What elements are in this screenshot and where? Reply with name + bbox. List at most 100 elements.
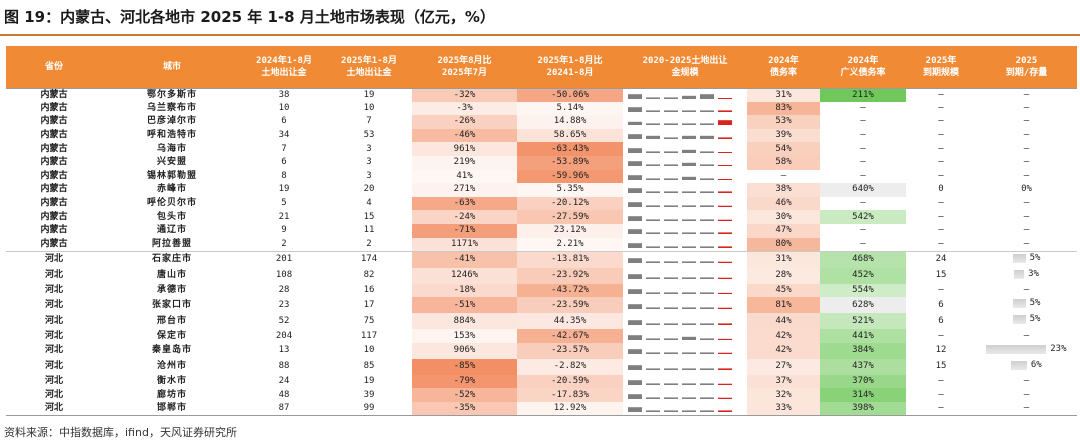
cell-province: 河北 <box>44 284 63 295</box>
sparkline-bar <box>628 349 642 355</box>
sparkline-bar <box>664 383 678 386</box>
sparkline-2025-bar <box>718 323 732 325</box>
sparkline-2025-bar <box>718 110 732 112</box>
sparkline <box>628 107 732 112</box>
cell-yoy-change: 23.12% <box>517 223 623 238</box>
sparkline-2025-bar <box>718 368 732 371</box>
cell-2025-revenue: 75 <box>363 315 375 326</box>
sparkline-bar <box>682 410 696 413</box>
ratio-bar-group: 5% <box>979 297 1074 310</box>
cell-yoy-change: 58.65% <box>517 128 623 143</box>
cell-maturity-ratio: 0% <box>1021 184 1032 195</box>
cell-debt-ratio: 28% <box>747 267 820 284</box>
sparkline-2025-bar <box>718 219 732 221</box>
cell-maturity-ratio: – <box>1023 143 1030 154</box>
sparkline-bar <box>700 164 714 167</box>
cell-city: 承德市 <box>156 284 187 295</box>
cell-debt-ratio: 30% <box>747 210 820 224</box>
sparkline-bar <box>646 219 660 221</box>
cell-city: 石家庄市 <box>102 250 242 268</box>
cell-2025-maturity: – <box>938 330 944 341</box>
cell-yoy-change: 44.35% <box>517 313 623 330</box>
sparkline <box>628 407 732 413</box>
sparkline-2025-bar <box>718 178 732 180</box>
sparkline-bar <box>682 277 696 280</box>
cell-province: 内蒙古 <box>6 87 102 102</box>
sparkline-2025-bar <box>718 137 732 140</box>
cell-mom-change: 906% <box>412 342 517 359</box>
cell-2025-revenue: 16 <box>363 284 375 295</box>
ratio-bar-group: 5% <box>979 252 1074 265</box>
cell-city: 兴安盟 <box>156 157 187 168</box>
cell-city: 邯郸市 <box>102 402 242 417</box>
table-row: 河北 唐山市 108 82 1246% -23.92% 28% 452% 15 3% <box>6 267 1077 284</box>
cell-yoy-change: 12.92% <box>517 402 623 417</box>
cell-province: 内蒙古 <box>40 170 68 181</box>
cell-province: 河北 <box>44 361 63 372</box>
cell-yoy-change: 5.35% <box>517 183 623 197</box>
cell-province: 河北 <box>44 345 63 356</box>
table-row: 内蒙古 鄂尔多斯市 38 19 -32% -50.06% 31% 211% – – <box>6 87 1077 102</box>
sparkline-bar <box>646 232 660 235</box>
cell-2024-revenue: 28 <box>278 284 290 295</box>
cell-2025-maturity: – <box>938 143 944 154</box>
sparkline-bar <box>700 232 714 235</box>
sparkline-bar <box>646 151 660 153</box>
cell-debt-ratio: 27% <box>747 358 820 375</box>
cell-yoy-change: -43.72% <box>517 283 623 298</box>
sparkline-bar <box>646 164 660 167</box>
cell-2025-revenue: 82 <box>363 270 375 281</box>
cell-2025-maturity: 24 <box>906 250 976 268</box>
cell-mom-change: 271% <box>412 183 517 197</box>
sparkline-2025-bar <box>718 151 732 153</box>
cell-2025-revenue: 17 <box>363 299 375 310</box>
cell-2025-maturity: – <box>938 116 944 127</box>
sparkline-bar <box>664 137 678 140</box>
cell-2024-revenue: 108 <box>275 270 293 281</box>
cell-2024-revenue: 9 <box>281 225 287 236</box>
sparkline-bar <box>664 110 678 112</box>
sparkline-bar <box>664 178 678 180</box>
cell-province: 河北 <box>6 250 102 268</box>
cell-yoy-change: 2.21% <box>517 237 623 252</box>
sparkline-bar <box>646 96 660 99</box>
sparkline-bar <box>628 147 642 153</box>
sparkline-bar <box>700 135 714 140</box>
cell-mom-change: -32% <box>412 87 517 102</box>
cell-mom-change: 219% <box>412 155 517 170</box>
sparkline <box>628 242 732 248</box>
sparkline-bar <box>682 163 696 167</box>
cell-2025-revenue: 15 <box>363 211 375 222</box>
sparkline-bar <box>646 191 660 194</box>
cell-city: 沧州市 <box>156 361 187 372</box>
source-note: 资料来源：中指数据库，ifind，天风证券研究所 <box>4 426 237 439</box>
cell-mom-change: -63% <box>412 196 517 211</box>
cell-2024-revenue: 24 <box>278 376 290 387</box>
cell-2025-maturity: – <box>938 376 944 387</box>
sparkline-bar <box>664 307 678 309</box>
table-row: 内蒙古 阿拉善盟 2 2 1171% 2.21% 80% – – – <box>6 237 1077 252</box>
sparkline-bar <box>700 397 714 399</box>
cell-mom-change: -46% <box>412 128 517 143</box>
cell-2025-maturity: 12 <box>935 345 947 356</box>
cell-yoy-change: -23.92% <box>517 267 623 284</box>
cell-maturity-ratio: – <box>1023 130 1030 141</box>
cell-city: 乌海市 <box>156 143 187 154</box>
cell-mom-change: -71% <box>412 223 517 238</box>
sparkline-bar <box>628 188 642 194</box>
cell-2025-revenue: 19 <box>326 87 412 102</box>
cell-broad-debt-ratio: – <box>860 170 866 181</box>
sparkline-bar <box>646 277 660 280</box>
cell-maturity-ratio: – <box>976 402 1077 417</box>
sparkline-bar <box>700 368 714 371</box>
sparkline-2025-bar <box>718 165 732 167</box>
cell-broad-debt-ratio: 314% <box>820 388 906 402</box>
sparkline-bar <box>700 205 714 208</box>
cell-province: 内蒙古 <box>40 143 68 154</box>
cell-broad-debt-ratio: – <box>860 130 866 141</box>
sparkline-bar <box>664 151 678 153</box>
cell-trend-sparkline <box>623 210 747 224</box>
header-city: 城市 <box>162 61 181 72</box>
sparkline-bar <box>682 95 696 99</box>
table-row: 河北 衡水市 24 19 -79% -20.59% 37% 370% – – <box>6 374 1077 389</box>
